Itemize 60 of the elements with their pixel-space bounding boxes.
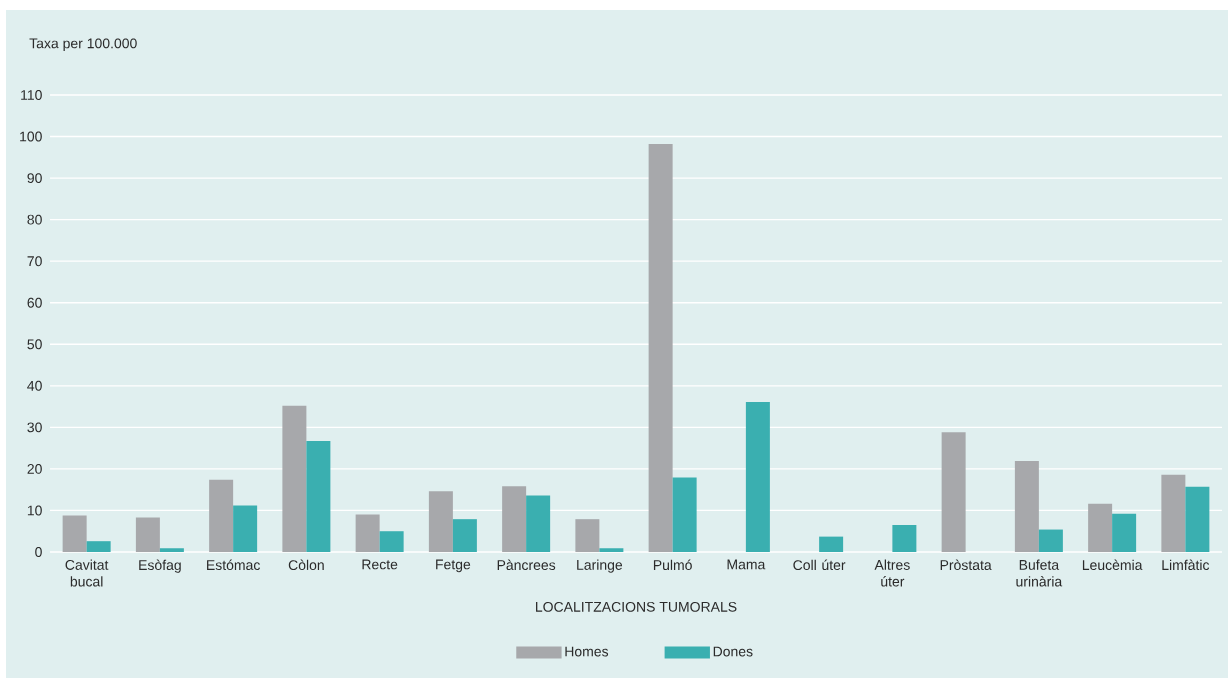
x-tick-label: Bufeta urinària <box>1016 559 1063 587</box>
x-tick-label: Pulmó <box>653 559 692 571</box>
y-tick-label: 40 <box>27 380 42 391</box>
x-tick-label: Altres úter <box>874 559 910 587</box>
bar <box>745 402 770 552</box>
y-tick-label: 30 <box>27 422 42 433</box>
legend-label: Dones <box>713 646 753 657</box>
x-tick-label: Laringe <box>577 559 623 573</box>
y-tick-label: 0 <box>35 547 42 557</box>
y-tick-label: 10 <box>27 505 42 516</box>
bar <box>282 405 307 552</box>
bar <box>1014 461 1039 552</box>
bar <box>86 541 111 552</box>
y-tick-label: 60 <box>27 297 42 308</box>
bar <box>428 491 453 552</box>
y-axis-title: Taxa per 100.000 <box>29 38 137 52</box>
bar <box>1161 474 1186 552</box>
bar <box>526 495 551 552</box>
x-tick-label: Coll úter <box>793 559 846 571</box>
x-tick-label: Limfàtic <box>1162 559 1210 571</box>
y-tick-label: 20 <box>27 463 42 474</box>
x-tick-label: Cavitat bucal <box>65 559 109 587</box>
bar <box>379 531 404 552</box>
x-tick-label: Mama <box>727 559 766 570</box>
x-tick-label: Pròstata <box>940 559 992 571</box>
y-tick-label: 90 <box>27 173 42 184</box>
bar <box>209 479 234 552</box>
bar <box>819 536 844 552</box>
x-tick-label: Esòfag <box>139 559 181 573</box>
x-tick-label: Pàncrees <box>497 559 556 571</box>
x-tick-label: Recte <box>362 559 398 570</box>
bar <box>1112 513 1137 552</box>
y-tick-label: 100 <box>20 131 42 142</box>
bar <box>62 515 87 552</box>
bar <box>575 519 600 552</box>
bar <box>233 505 258 552</box>
x-tick-label: Còlon <box>288 559 324 571</box>
y-tick-label: 70 <box>27 256 42 267</box>
bar <box>306 441 331 552</box>
bar <box>941 432 966 552</box>
x-axis-title: LOCALITZACIONS TUMORALS <box>536 601 737 612</box>
x-tick-label: Fetge <box>436 559 471 573</box>
bar <box>502 486 527 552</box>
bar <box>135 517 160 552</box>
x-tick-label: Estómac <box>207 559 260 571</box>
bar <box>892 524 917 552</box>
bar <box>1185 486 1210 552</box>
x-tick-label: Leucèmia <box>1082 559 1143 571</box>
y-tick-label: 80 <box>27 214 42 225</box>
bar <box>648 144 673 552</box>
bar <box>599 548 624 552</box>
bar <box>672 477 697 552</box>
bar <box>159 548 184 552</box>
y-tick-label: 50 <box>27 339 42 350</box>
y-tick-label: 110 <box>21 90 42 100</box>
legend-label: Homes <box>565 646 609 657</box>
bar <box>452 519 477 552</box>
bar <box>355 514 380 552</box>
bar <box>1038 529 1063 552</box>
bar <box>1088 503 1113 552</box>
